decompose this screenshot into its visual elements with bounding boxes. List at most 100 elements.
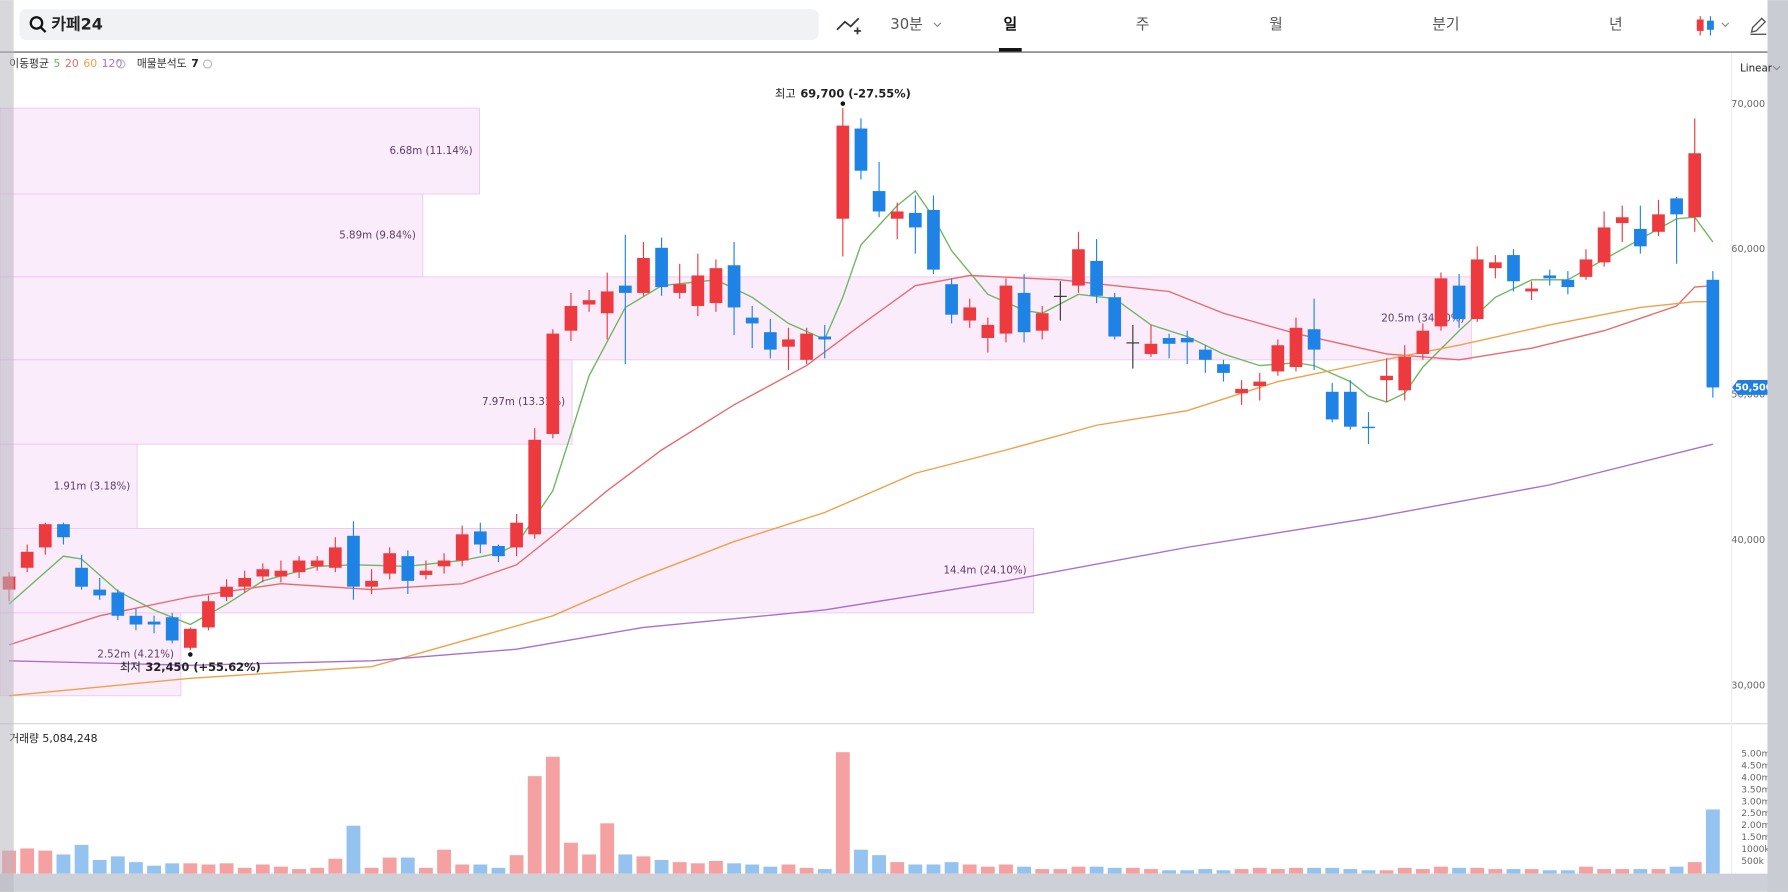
candle-body: [401, 556, 415, 581]
legend-close[interactable]: [202, 59, 213, 69]
candle-body: [600, 291, 614, 314]
ma-legend-item: 60: [83, 57, 97, 70]
candle-body: [1035, 313, 1049, 331]
volume-tick-label: 500k: [1741, 857, 1764, 867]
legend-close[interactable]: [116, 59, 126, 69]
candle-body: [202, 601, 215, 628]
interval-tab[interactable]: 주: [1136, 16, 1150, 33]
volume-bar: [364, 867, 379, 874]
draw-tool-icon[interactable]: [1750, 17, 1767, 36]
candle-body: [528, 439, 542, 535]
candle-body: [800, 333, 813, 360]
interval-tab[interactable]: 년: [1609, 16, 1623, 33]
volume-bar: [926, 864, 941, 874]
high-annotation-label: 최고: [775, 86, 796, 100]
interval-tab[interactable]: 분기: [1432, 16, 1459, 33]
volume-bar: [672, 862, 687, 874]
volume-bar: [1216, 870, 1231, 874]
candle-body: [564, 305, 578, 331]
search-icon-handle: [40, 26, 47, 33]
candle-body: [655, 247, 668, 288]
candle-body: [818, 336, 832, 340]
volume-bar: [509, 855, 524, 874]
candle-body: [1217, 364, 1230, 373]
volume-tick-label: 5.00m: [1741, 749, 1770, 759]
candle-body: [890, 211, 904, 219]
interval-tab[interactable]: 월: [1269, 16, 1283, 33]
candle-body: [129, 615, 143, 625]
candle-body: [963, 307, 977, 321]
candle-body: [908, 212, 922, 228]
volume-bar: [1597, 869, 1612, 874]
candle-body: [473, 531, 487, 545]
volume-bar: [201, 864, 216, 874]
volume-bar: [1107, 867, 1122, 874]
dropdown-chevron[interactable]: [1721, 22, 1730, 28]
candle-body: [691, 275, 705, 306]
volume-bar: [1452, 867, 1467, 874]
candle-layer: [2, 108, 1720, 650]
candle-body: [1162, 337, 1176, 344]
volume-bar: [1125, 867, 1140, 874]
volume-bar: [527, 776, 542, 874]
candle-body: [854, 128, 868, 171]
search-query[interactable]: 카페24: [51, 15, 103, 34]
candle-body: [1398, 356, 1412, 391]
candle-body: [1688, 153, 1702, 218]
left-edge-shade: [0, 0, 14, 892]
volume-bar: [346, 825, 361, 874]
candle-body: [1706, 279, 1720, 388]
volume-tick-label: 2.00m: [1741, 821, 1770, 831]
volume-bar: [1705, 809, 1720, 874]
volume-bar: [1089, 866, 1104, 874]
candle-body: [1090, 260, 1103, 296]
candle-body: [1452, 285, 1466, 320]
volume-bar: [1307, 867, 1322, 874]
candle-body: [872, 191, 886, 212]
candle-body: [220, 586, 233, 597]
dropdown-chevron[interactable]: [1772, 65, 1781, 71]
volume-tick-label: 1.50m: [1741, 833, 1770, 843]
moving-average-layer: [8, 190, 1714, 697]
volume-bar: [1343, 869, 1358, 874]
candle-body: [1579, 259, 1593, 277]
candle-body: [238, 577, 252, 587]
volume-bar: [110, 856, 125, 874]
candle-body: [1235, 388, 1248, 394]
scale-mode[interactable]: Linear: [1740, 63, 1773, 75]
volume-bar: [727, 863, 741, 874]
candle-body: [1615, 217, 1629, 224]
candle-body: [673, 284, 687, 293]
candle-body: [183, 628, 197, 648]
volume-bar: [1017, 866, 1032, 874]
volume-bar: [1633, 869, 1648, 874]
volume-bar: [219, 863, 234, 874]
volume-bar: [56, 854, 71, 874]
candle-body: [782, 339, 795, 347]
search-icon: [29, 16, 44, 30]
price-tick-label: 30,000: [1731, 681, 1765, 692]
last-price-label: 50,500: [1735, 382, 1773, 393]
dropdown-chevron[interactable]: [933, 22, 942, 28]
low-marker: [188, 652, 193, 657]
candle-body: [93, 589, 107, 596]
candle-body: [1126, 342, 1140, 344]
volume-bar: [1325, 867, 1340, 874]
candle-body: [1344, 391, 1357, 427]
candle-body: [981, 324, 995, 338]
volume-bar: [20, 848, 35, 874]
last-price-tag: [1732, 380, 1770, 395]
candle-body: [111, 592, 125, 616]
volume-bar: [1361, 870, 1376, 874]
search-box[interactable]: [19, 9, 819, 41]
indicator-icon[interactable]: [836, 17, 860, 31]
volume-bar: [781, 864, 796, 874]
volume-bar: [1198, 869, 1213, 874]
interval-tab[interactable]: 30분: [890, 16, 922, 33]
interval-tab[interactable]: 일: [1003, 16, 1017, 33]
volume-bar: [854, 849, 868, 874]
volume-profile-layer: 6.68m (11.14%) 5.89m (9.84%) 20.5m (34.20%…: [0, 107, 1472, 697]
candle-body: [1670, 198, 1683, 215]
candle-body: [1507, 255, 1520, 282]
